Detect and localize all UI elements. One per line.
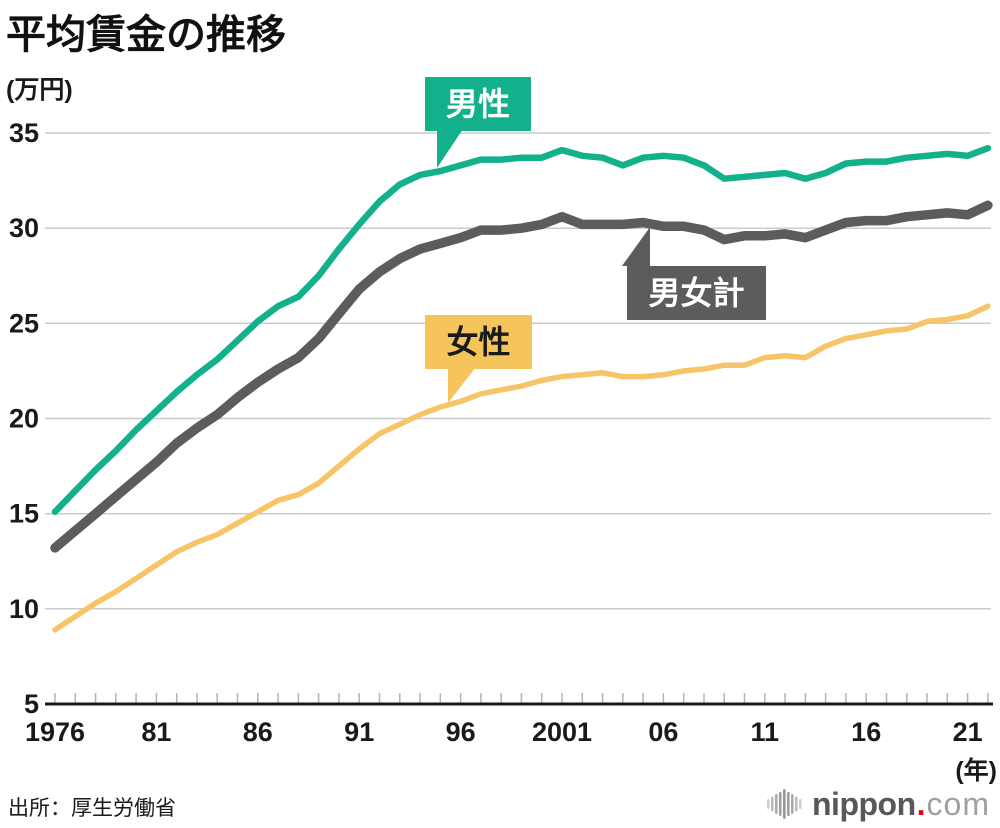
x-tick-label: 11 <box>751 717 780 747</box>
x-tick-label: 96 <box>446 717 476 747</box>
y-tick-label: 30 <box>9 213 39 243</box>
annotation-total-label: 男女計 <box>648 275 745 311</box>
nippon-logo-text: nippon.com <box>812 785 990 823</box>
y-tick-label: 35 <box>9 118 39 148</box>
y-tick-label: 20 <box>9 404 39 434</box>
x-tick-label: 1976 <box>25 717 85 747</box>
logo-red-dot: . <box>916 786 926 822</box>
x-tick-label: 86 <box>243 717 273 747</box>
y-tick-label: 10 <box>9 594 39 624</box>
logo-word-com: com <box>926 786 990 822</box>
annotation-male: 男性 <box>425 77 531 131</box>
y-tick-label: 25 <box>9 308 39 338</box>
nippon-logo: nippon.com <box>766 785 990 823</box>
soundwave-bars-icon <box>767 789 802 819</box>
annotation-total: 男女計 <box>627 266 766 320</box>
annotation-female: 女性 <box>425 315 532 369</box>
x-tick-label: 91 <box>344 717 374 747</box>
x-tick-label: 2001 <box>532 717 592 747</box>
chart-title: 平均賃金の推移 <box>6 13 286 57</box>
source-note: 出所：厚生労働省 <box>8 797 176 820</box>
x-tick-label: 21 <box>953 717 983 747</box>
series-line-male <box>51 144 992 516</box>
x-tick-label: 16 <box>851 717 881 747</box>
y-axis-unit-label: (万円) <box>6 76 73 104</box>
x-tick-label: 81 <box>141 717 171 747</box>
y-tick-label: 5 <box>24 689 39 719</box>
x-axis-unit-label: (年) <box>955 757 997 785</box>
y-tick-label: 15 <box>9 499 39 529</box>
series-line-female <box>52 303 991 633</box>
logo-word-nippon: nippon <box>812 786 916 822</box>
annotation-male-label: 男性 <box>445 86 510 122</box>
series-line-total <box>50 200 993 553</box>
x-tick-label: 06 <box>648 717 678 747</box>
annotation-female-label: 女性 <box>446 324 511 360</box>
